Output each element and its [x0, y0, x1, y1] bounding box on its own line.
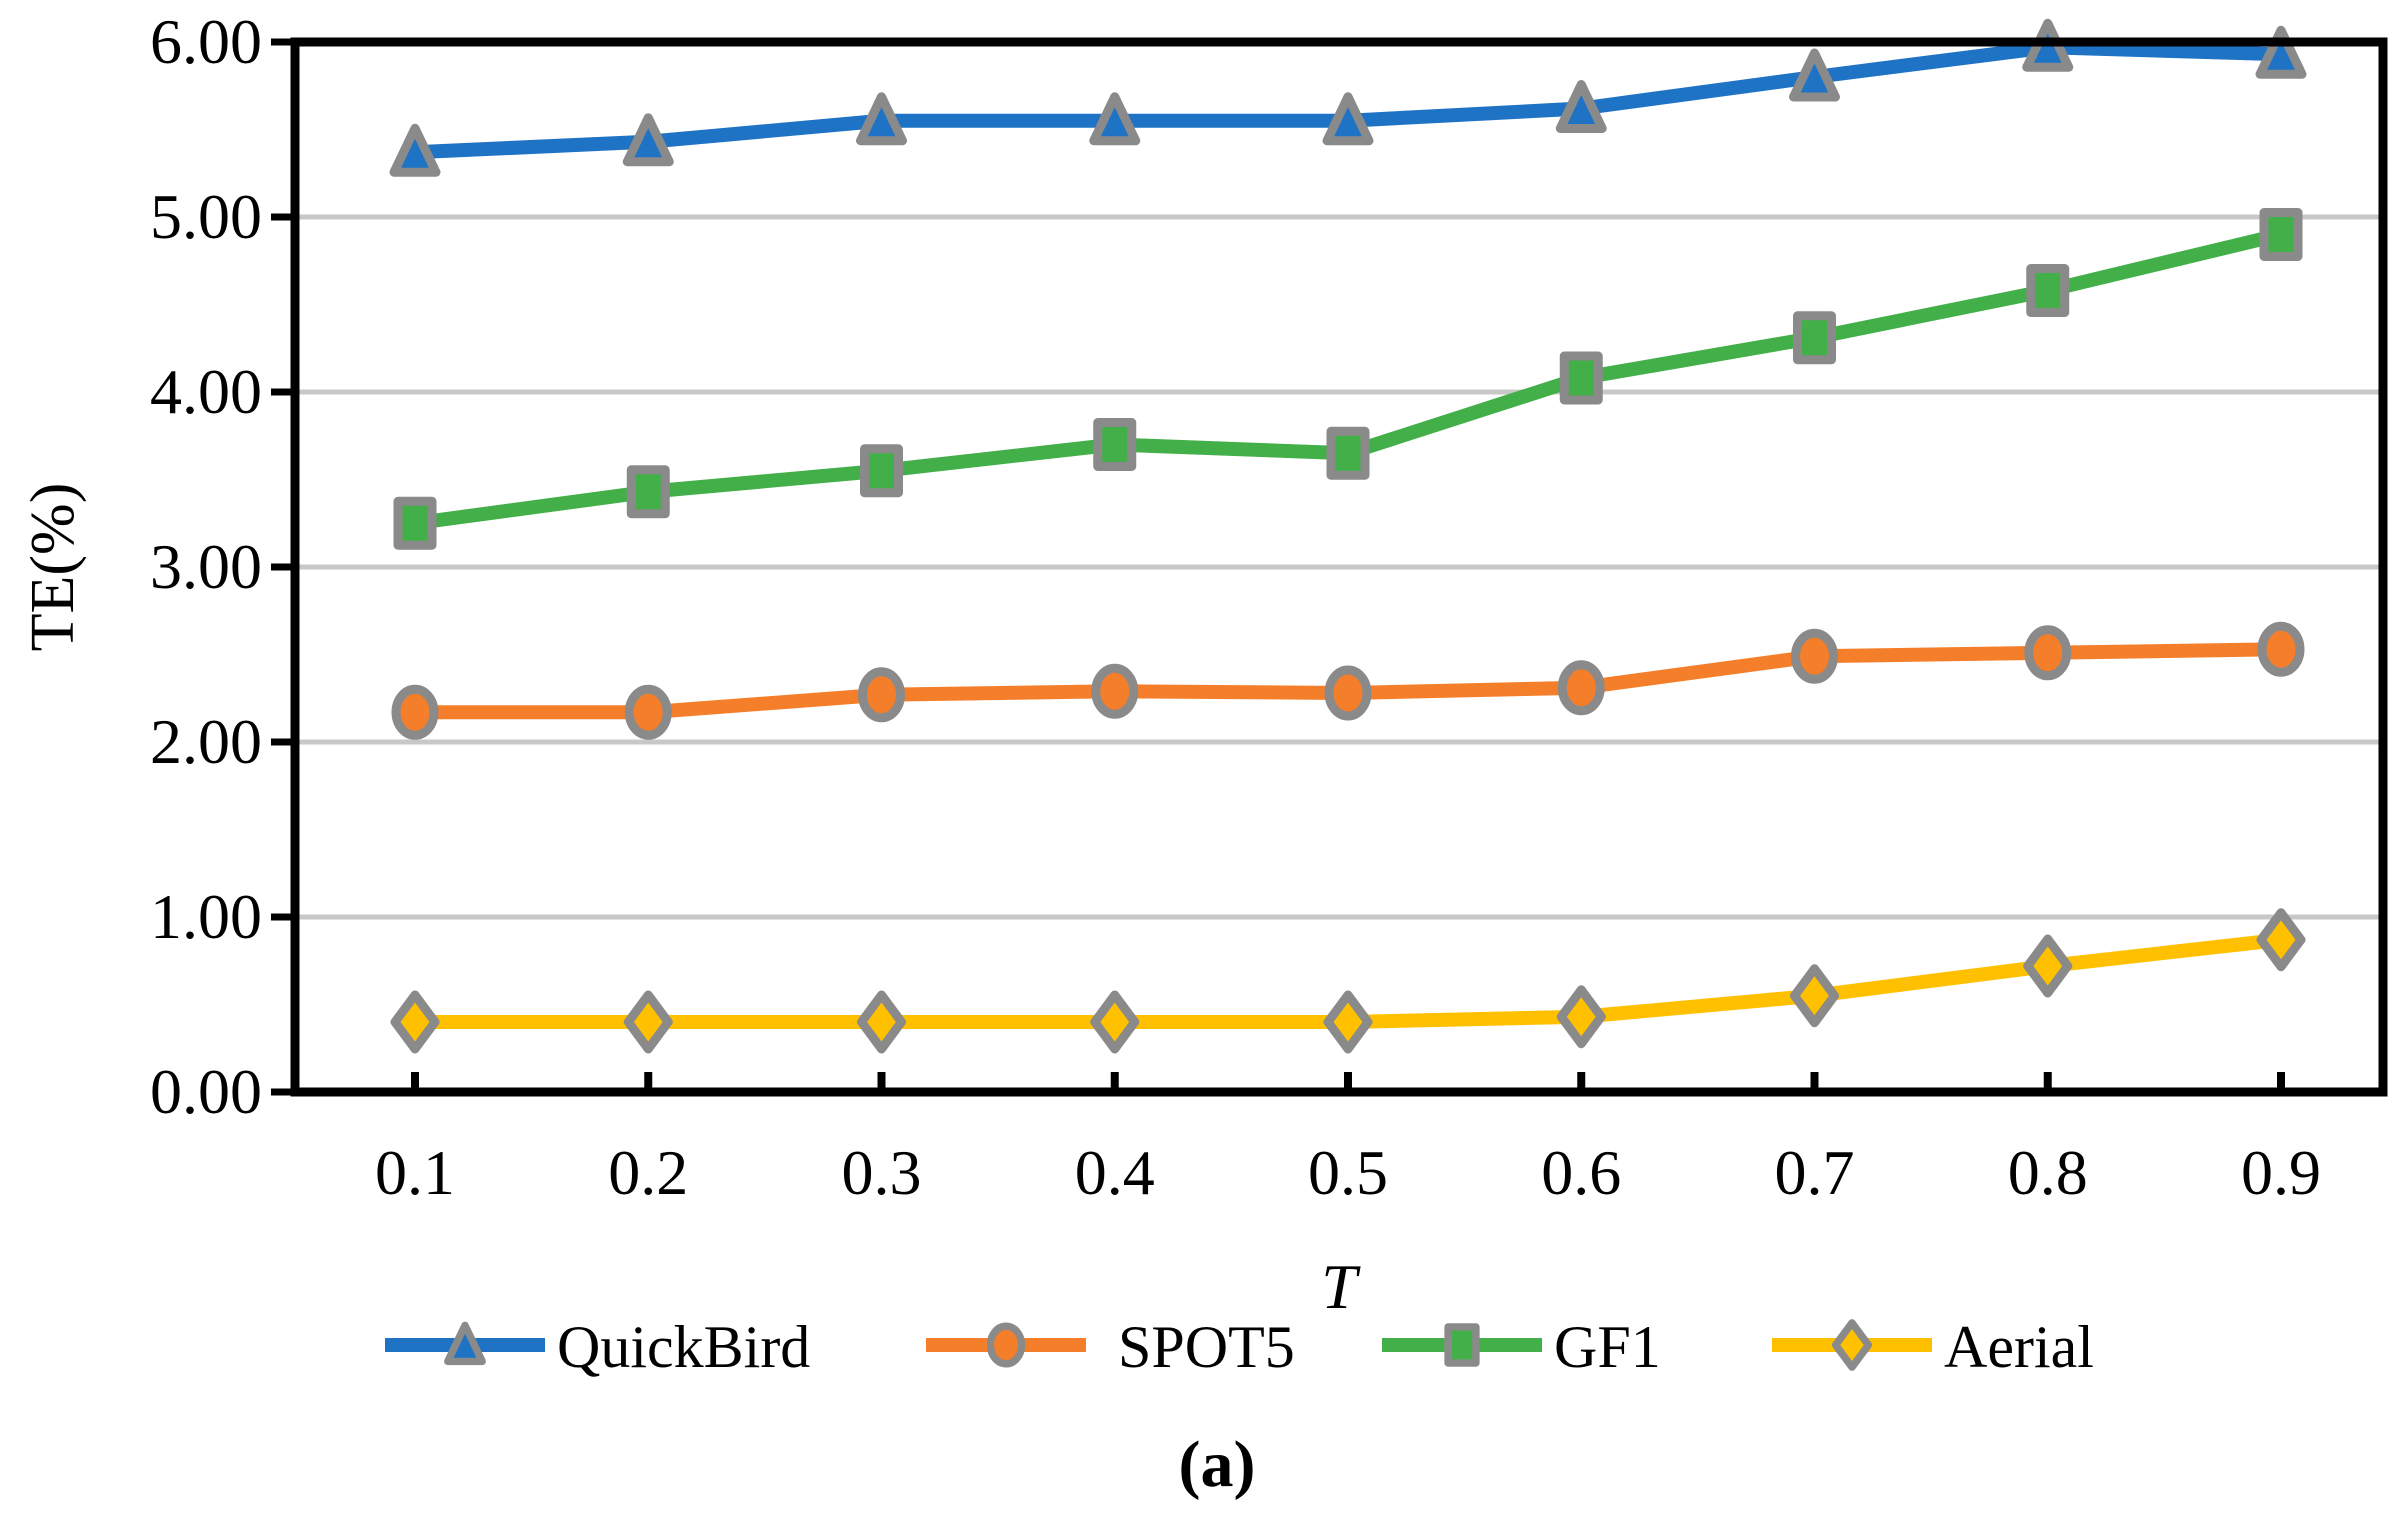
data-point-quickbird-x0.5 — [1322, 92, 1374, 146]
data-point-aerial-x0.2 — [623, 990, 673, 1054]
legend-label-quickbird: QuickBird — [557, 1314, 810, 1380]
data-point-aerial-x0.4 — [1090, 990, 1140, 1054]
data-point-gf1-x0.5 — [1326, 426, 1370, 480]
data-point-gf1-x0.3 — [860, 444, 903, 498]
data-point-spot5-x0.6 — [1557, 660, 1605, 716]
y-tick-label-4.00: 4.00 — [150, 356, 262, 427]
legend-marker-spot5 — [986, 1322, 1026, 1368]
data-point-gf1-x0.7 — [1793, 311, 1836, 365]
x-tick-label-0.6: 0.6 — [1541, 1137, 1621, 1208]
data-point-spot5-x0.3 — [858, 667, 905, 723]
x-tick-label-0.7: 0.7 — [1775, 1137, 1855, 1208]
legend-marker-gf1 — [1444, 1323, 1480, 1367]
legend-label-spot5: SPOT5 — [1118, 1314, 1295, 1380]
data-point-quickbird-x0.2 — [622, 113, 674, 167]
data-point-aerial-x0.7 — [1790, 964, 1839, 1028]
y-tick-label-3.00: 3.00 — [150, 531, 262, 602]
data-point-spot5-x0.4 — [1091, 663, 1139, 719]
x-tick-label-0.3: 0.3 — [842, 1137, 922, 1208]
data-point-aerial-x0.5 — [1323, 990, 1373, 1054]
data-point-spot5-x0.7 — [1791, 628, 1838, 684]
data-point-gf1-x0.1 — [393, 496, 437, 550]
data-point-gf1-x0.9 — [2259, 208, 2303, 261]
y-tick-label-5.00: 5.00 — [150, 181, 262, 252]
figure-caption: (a) — [1179, 1428, 1256, 1501]
data-point-spot5-x0.8 — [2024, 625, 2072, 681]
data-point-quickbird-x0.4 — [1089, 92, 1141, 146]
data-point-gf1-x0.6 — [1559, 351, 1603, 405]
data-point-spot5-x0.5 — [1324, 665, 1372, 721]
data-point-spot5-x0.1 — [391, 684, 439, 740]
data-point-quickbird-x0.9 — [2255, 25, 2307, 79]
legend-marker-quickbird — [444, 1321, 486, 1366]
data-point-gf1-x0.8 — [2026, 264, 2070, 317]
data-point-gf1-x0.2 — [626, 465, 670, 519]
data-point-aerial-x0.3 — [857, 990, 906, 1054]
y-tick-label-1.00: 1.00 — [150, 881, 262, 952]
legend-label-gf1: GF1 — [1554, 1314, 1661, 1380]
data-point-quickbird-x0.1 — [389, 123, 441, 177]
data-point-spot5-x0.9 — [2257, 621, 2305, 677]
x-tick-label-0.2: 0.2 — [608, 1137, 688, 1208]
data-point-aerial-x0.6 — [1556, 985, 1606, 1049]
x-tick-label-0.4: 0.4 — [1075, 1137, 1155, 1208]
data-point-aerial-x0.9 — [2256, 908, 2306, 972]
x-tick-label-0.9: 0.9 — [2241, 1137, 2321, 1208]
y-axis-title: TE(%) — [19, 483, 87, 652]
x-tick-label-0.8: 0.8 — [2008, 1137, 2088, 1208]
y-tick-label-2.00: 2.00 — [150, 706, 262, 777]
data-point-quickbird-x0.6 — [1555, 80, 1607, 133]
x-axis-title: T — [1321, 1251, 1361, 1322]
data-point-gf1-x0.4 — [1093, 418, 1137, 471]
data-point-aerial-x0.8 — [2023, 934, 2073, 998]
legend-label-aerial: Aerial — [1944, 1314, 2094, 1380]
data-point-aerial-x0.1 — [390, 990, 440, 1054]
data-point-quickbird-x0.7 — [1789, 48, 1840, 102]
y-tick-label-0.00: 0.00 — [150, 1056, 262, 1127]
x-tick-label-0.5: 0.5 — [1308, 1137, 1388, 1208]
y-tick-label-6.00: 6.00 — [150, 6, 262, 77]
legend-marker-aerial — [1831, 1319, 1873, 1371]
x-tick-label-0.1: 0.1 — [375, 1137, 455, 1208]
data-point-spot5-x0.2 — [624, 684, 672, 740]
series-line-gf1 — [408, 227, 2288, 531]
data-point-quickbird-x0.3 — [856, 92, 907, 146]
